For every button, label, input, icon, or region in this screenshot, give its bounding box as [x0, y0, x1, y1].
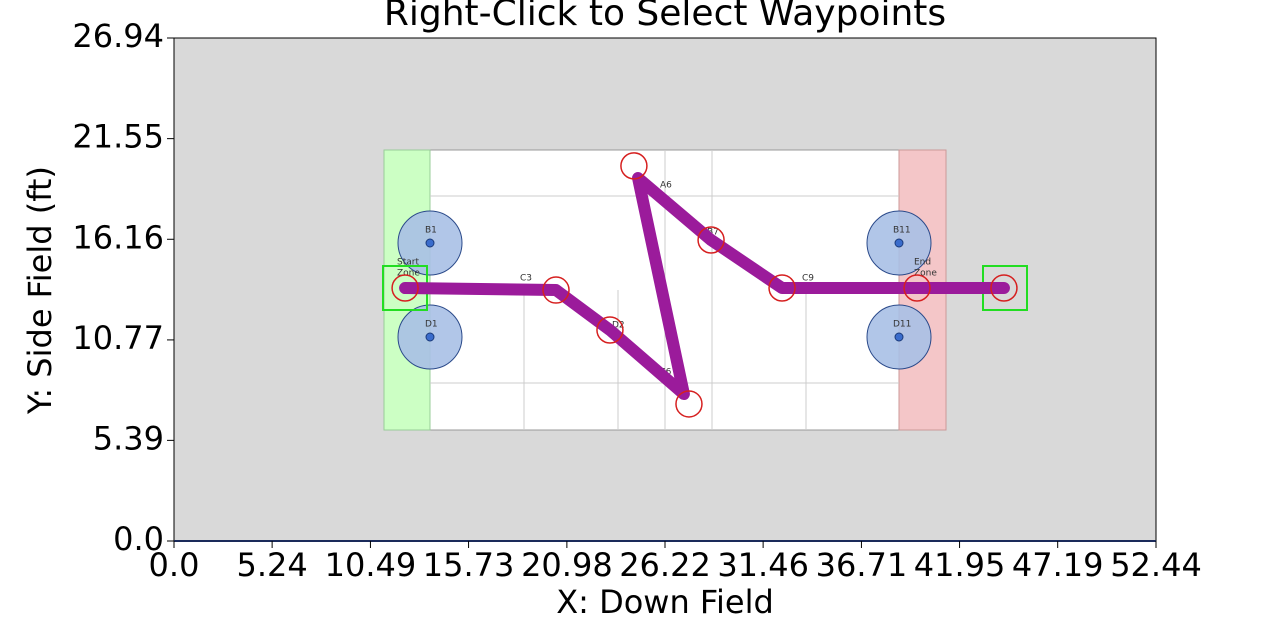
y-tick-label: 26.94 [72, 17, 164, 55]
field-label: C3 [520, 274, 532, 284]
y-axis-label: Y: Side Field (ft) [21, 166, 59, 415]
y-tick-label: 21.55 [72, 118, 164, 156]
y-tick-label: 0.0 [113, 520, 164, 558]
x-tick-label: 5.24 [237, 546, 308, 584]
x-tick-label: 47.19 [1012, 546, 1104, 584]
x-tick-label: 26.22 [619, 546, 711, 584]
field-label: B1 [425, 226, 437, 236]
field-label: B11 [893, 226, 911, 236]
waypoint [596, 316, 624, 344]
field-label: Start [397, 258, 419, 268]
x-tick-label: 31.46 [717, 546, 809, 584]
field-label: D11 [893, 320, 911, 330]
waypoint [620, 152, 648, 180]
field-label: D2 [612, 321, 625, 331]
field-label: B7 [707, 228, 719, 238]
field-label: End [914, 258, 931, 268]
x-tick-label: 41.95 [914, 546, 1006, 584]
field-label: C9 [802, 274, 814, 284]
field-label: A6 [660, 181, 672, 191]
x-tick-label: 0.0 [149, 546, 200, 584]
x-tick-label: 36.71 [816, 546, 908, 584]
y-tick-label: 16.16 [72, 218, 164, 256]
waypoint [675, 390, 703, 418]
y-tick-label: 10.77 [72, 319, 164, 357]
chart-title: Right-Click to Select Waypoints [384, 0, 946, 34]
waypoint [903, 274, 931, 302]
x-tick-label: 10.49 [325, 546, 417, 584]
field-label: Zone [914, 269, 937, 279]
x-axis-label: X: Down Field [556, 583, 774, 621]
waypoint [391, 274, 419, 302]
waypoint [542, 276, 570, 304]
x-tick-label: 15.73 [423, 546, 515, 584]
waypoint [768, 274, 796, 302]
field-label: D1 [425, 320, 438, 330]
path-line [399, 172, 1010, 401]
x-tick-label: 20.98 [521, 546, 613, 584]
y-tick-label: 5.39 [93, 419, 164, 457]
waypoint [990, 274, 1018, 302]
x-tick-label: 52.44 [1110, 546, 1202, 584]
field-label: Zone [397, 269, 420, 279]
waypoint [697, 226, 725, 254]
